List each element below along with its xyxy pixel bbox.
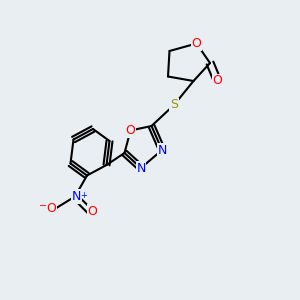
- Text: N: N: [72, 190, 81, 203]
- Text: O: O: [46, 202, 56, 215]
- Text: S: S: [170, 98, 178, 112]
- Text: −: −: [39, 200, 48, 211]
- Text: N: N: [157, 143, 167, 157]
- Text: +: +: [81, 190, 87, 200]
- Text: O: O: [192, 37, 201, 50]
- Text: N: N: [136, 161, 146, 175]
- Text: O: O: [213, 74, 222, 88]
- Text: O: O: [126, 124, 135, 137]
- Text: O: O: [88, 205, 97, 218]
